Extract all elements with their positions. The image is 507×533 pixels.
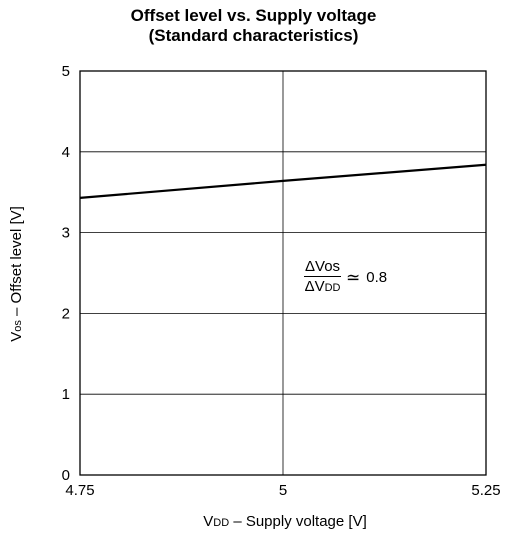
- y-tick-label: 4: [62, 144, 70, 161]
- y-tick-labels: 0 1 2 3 4 5: [62, 63, 70, 484]
- series-group: [79, 163, 487, 199]
- x-tick-label: 5.25: [471, 482, 500, 499]
- y-tick-label: 1: [62, 386, 70, 403]
- y-tick-label: 3: [62, 225, 70, 242]
- chart-subtitle: (Standard characteristics): [148, 26, 359, 45]
- x-axis-label: VDD – Supply voltage [V]: [203, 513, 367, 530]
- y-axis-label: Vos – Offset level [V]: [8, 206, 25, 342]
- slope-annotation: ΔVos ΔVDD ≃ 0.8: [304, 258, 387, 297]
- x-tick-labels: 4.75 5 5.25: [65, 482, 500, 499]
- slope-fraction: ΔVos ΔVDD: [304, 258, 342, 297]
- x-tick-label: 4.75: [65, 482, 94, 499]
- x-tick-label: 5: [279, 482, 287, 499]
- slope-value: 0.8: [366, 269, 388, 286]
- series-line: [79, 163, 487, 199]
- grid-lines: [80, 71, 486, 475]
- fraction-denominator: ΔVDD: [304, 278, 341, 295]
- y-tick-label: 5: [62, 63, 70, 80]
- chart-title: Offset level vs. Supply voltage: [130, 6, 377, 25]
- plot-frame: [79, 70, 487, 476]
- approx-equal-symbol: ≃: [346, 267, 361, 287]
- y-tick-label: 2: [62, 305, 70, 322]
- y-tick-label: 0: [62, 467, 70, 484]
- fraction-numerator: ΔVos: [304, 258, 342, 277]
